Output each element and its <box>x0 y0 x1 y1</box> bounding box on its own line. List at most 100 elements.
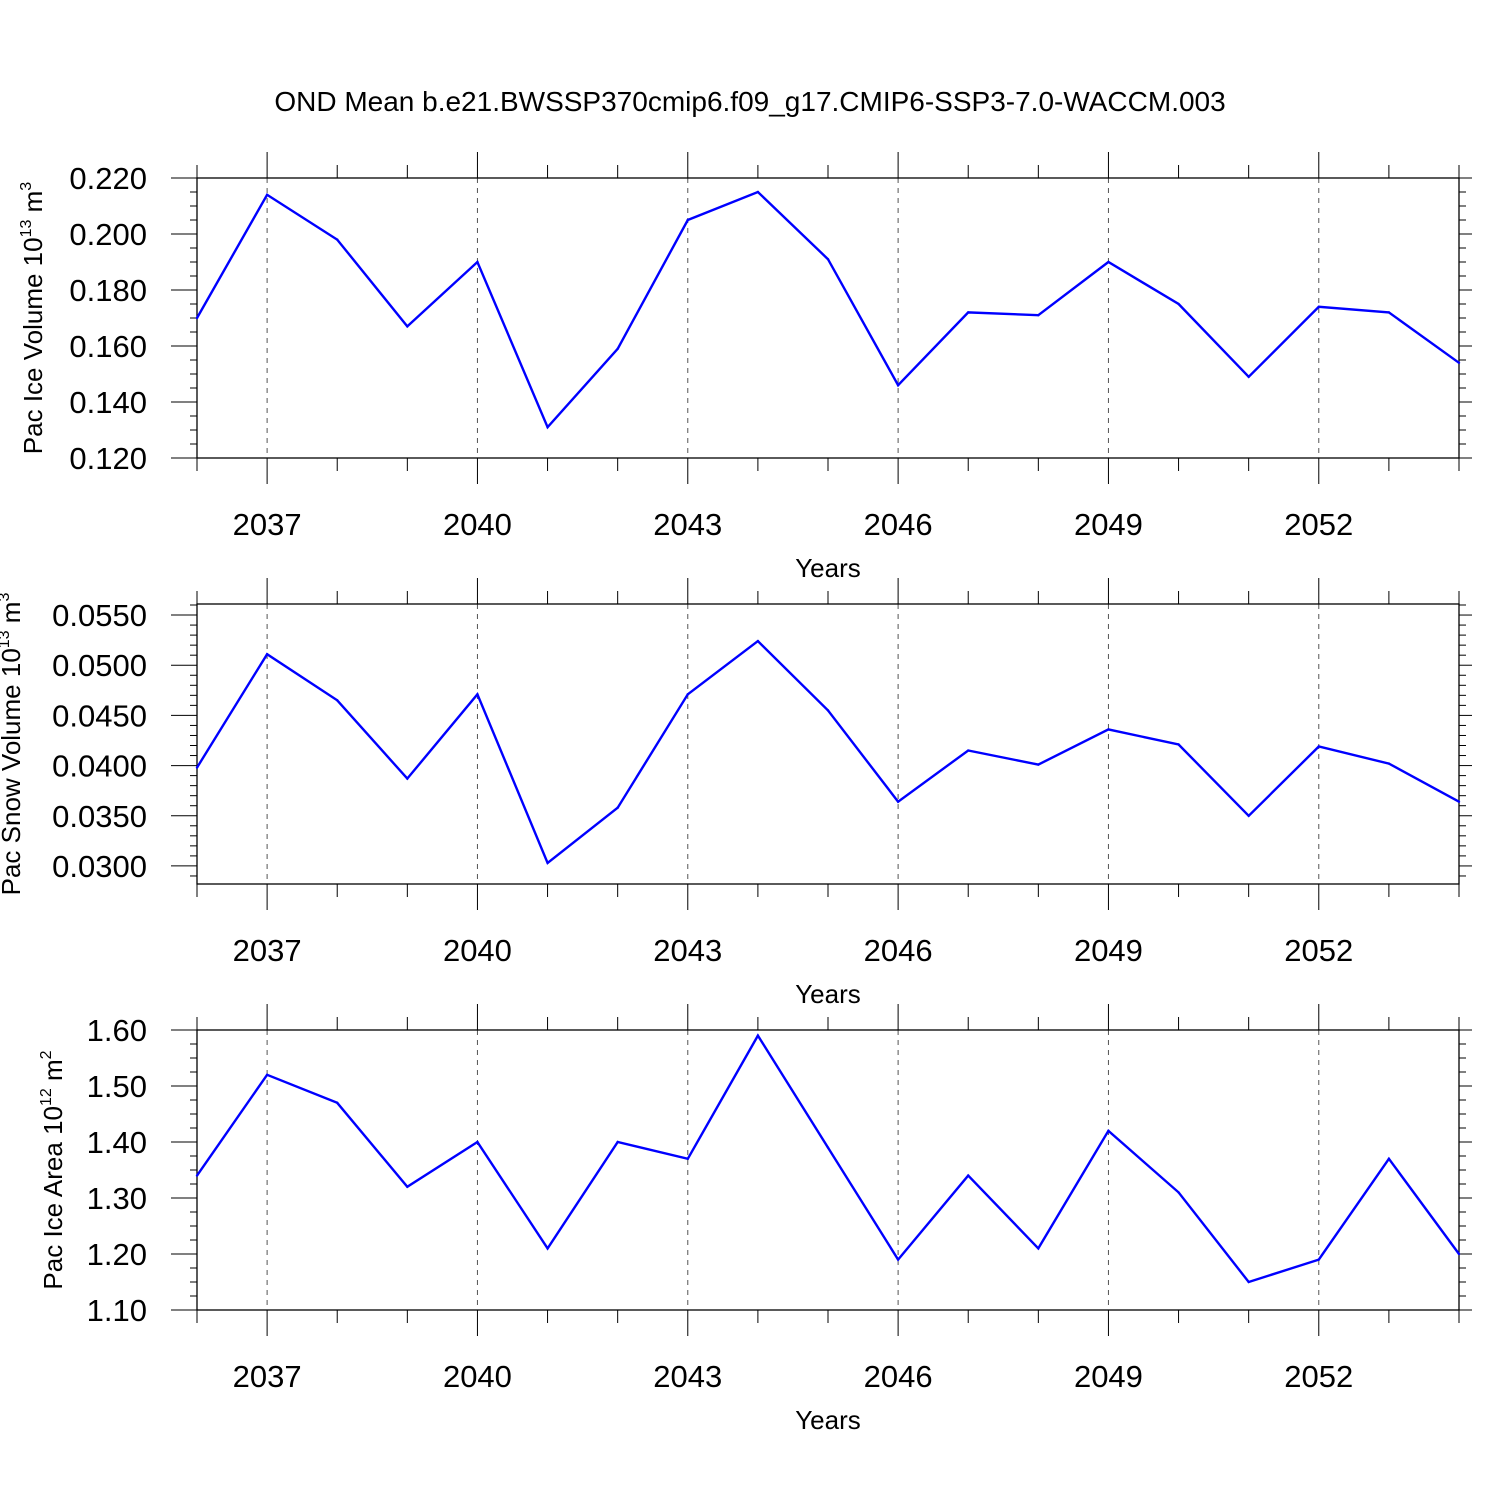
data-point <box>826 709 830 712</box>
chart-panel-3: 1.10 1.20 1.30 1.40 1.50 1.60 2037 2040 2043 2046… <box>38 1004 1472 1435</box>
x-tick-label: 2043 <box>653 933 722 968</box>
x-axis-label: Years <box>795 979 861 1009</box>
data-point <box>1037 763 1040 766</box>
y-axis-label-exponent: 13 <box>0 630 13 648</box>
y-tick-label: 1.30 <box>87 1181 147 1216</box>
y-tick-label: 0.0550 <box>52 598 147 633</box>
y-tick-label: 1.60 <box>87 1013 147 1048</box>
plot-frame <box>196 603 1460 885</box>
x-axis-label: Years <box>795 1405 861 1435</box>
data-point <box>195 316 199 320</box>
y-tick-label: 0.140 <box>69 385 147 420</box>
data-point <box>896 1258 900 1261</box>
y-axis-label-unit-exponent: 2 <box>38 1050 55 1059</box>
data-point <box>1107 1129 1110 1133</box>
data-point <box>476 1140 479 1144</box>
data-point <box>1457 800 1461 803</box>
data-point <box>336 1101 339 1105</box>
data-point <box>616 347 619 350</box>
data-point <box>1317 1258 1320 1261</box>
x-tick-label: 2043 <box>653 507 722 542</box>
chart-panel-1: 0.120 0.140 0.160 0.180 0.200 0.220 2037 2040 20… <box>18 152 1472 583</box>
y-axis-label-unit: m <box>0 602 26 631</box>
data-point <box>1317 305 1320 308</box>
x-tick-label: 2052 <box>1284 507 1353 542</box>
y-tick-label: 0.0300 <box>52 849 147 884</box>
y-tick-label: 1.50 <box>87 1069 147 1104</box>
y-tick-label: 0.0350 <box>52 799 147 834</box>
data-point <box>1387 762 1391 765</box>
y-tick-label: 0.200 <box>69 217 147 252</box>
data-point <box>1247 814 1250 817</box>
series-line <box>195 639 1460 865</box>
x-tick-label: 2046 <box>864 1359 933 1394</box>
y-axis-label-unit: m <box>38 1059 68 1088</box>
chart-title: OND Mean b.e21.BWSSP370cmip6.f09_g17.CMI… <box>274 86 1226 117</box>
data-point <box>896 800 900 803</box>
y-tick-label: 0.180 <box>69 273 147 308</box>
y-tick-label: 0.120 <box>69 441 147 476</box>
y-tick-label: 1.20 <box>87 1237 147 1272</box>
data-point <box>1317 745 1320 748</box>
data-point <box>1457 361 1461 364</box>
data-point <box>1177 743 1180 746</box>
data-point <box>756 639 760 643</box>
y-axis-label-text: Pac Ice Volume 10 <box>18 237 48 454</box>
y-tick-label: 0.160 <box>69 329 147 364</box>
data-point <box>265 1073 269 1077</box>
plot-frame <box>196 177 1460 459</box>
y-axis-label-unit-exponent: 3 <box>18 182 35 191</box>
data-point <box>406 1185 409 1189</box>
y-tick-label: 1.10 <box>87 1293 147 1328</box>
y-tick-label: 1.40 <box>87 1125 147 1160</box>
y-axis-label-text: Pac Snow Volume 10 <box>0 648 26 895</box>
x-tick-label: 2040 <box>443 507 512 542</box>
plot-frame <box>196 1029 1460 1311</box>
data-point <box>406 777 409 780</box>
y-axis-label-text: Pac Ice Area 10 <box>38 1106 68 1290</box>
x-tick-label: 2052 <box>1284 933 1353 968</box>
x-tick-label: 2052 <box>1284 1359 1353 1394</box>
data-point <box>1457 1252 1461 1256</box>
data-point <box>336 238 339 241</box>
data-point <box>1177 1191 1180 1194</box>
y-axis-label-unit-exponent: 3 <box>0 593 13 602</box>
data-point <box>265 652 269 656</box>
x-tick-label: 2037 <box>233 507 302 542</box>
data-point <box>967 749 970 752</box>
data-point <box>1247 1280 1250 1284</box>
data-point <box>195 1174 199 1177</box>
x-tick-label: 2043 <box>653 1359 722 1394</box>
data-point <box>756 190 760 194</box>
x-tick-label: 2049 <box>1074 507 1143 542</box>
data-point <box>546 426 549 429</box>
y-tick-label: 0.0450 <box>52 698 147 733</box>
data-point <box>1387 311 1391 314</box>
chart-panel-2: 0.0300 0.0350 0.0400 0.0450 0.0500 0.0550 2037… <box>0 578 1472 1009</box>
y-axis-label-unit: m <box>18 191 48 220</box>
y-axis-label-exponent: 12 <box>38 1088 55 1106</box>
data-point <box>616 806 619 809</box>
data-point <box>546 1247 549 1250</box>
x-tick-label: 2049 <box>1074 933 1143 968</box>
y-axis-label: Pac Snow Volume 1013 m3 <box>0 593 26 896</box>
data-point <box>686 218 689 222</box>
data-point <box>336 699 339 702</box>
series-line <box>195 190 1460 430</box>
data-point <box>756 1034 760 1037</box>
data-point <box>616 1140 619 1144</box>
data-point <box>195 766 199 769</box>
data-point <box>1177 302 1180 306</box>
y-tick-label: 0.0400 <box>52 749 147 784</box>
data-point <box>476 260 479 264</box>
data-point <box>406 325 409 328</box>
data-point <box>1387 1157 1391 1161</box>
x-tick-label: 2040 <box>443 1359 512 1394</box>
data-point <box>476 693 479 696</box>
y-tick-label: 0.220 <box>69 161 147 196</box>
x-tick-label: 2049 <box>1074 1359 1143 1394</box>
y-axis-label: Pac Ice Volume 1013 m3 <box>18 182 48 455</box>
data-point <box>826 258 830 261</box>
data-point <box>826 1146 830 1149</box>
